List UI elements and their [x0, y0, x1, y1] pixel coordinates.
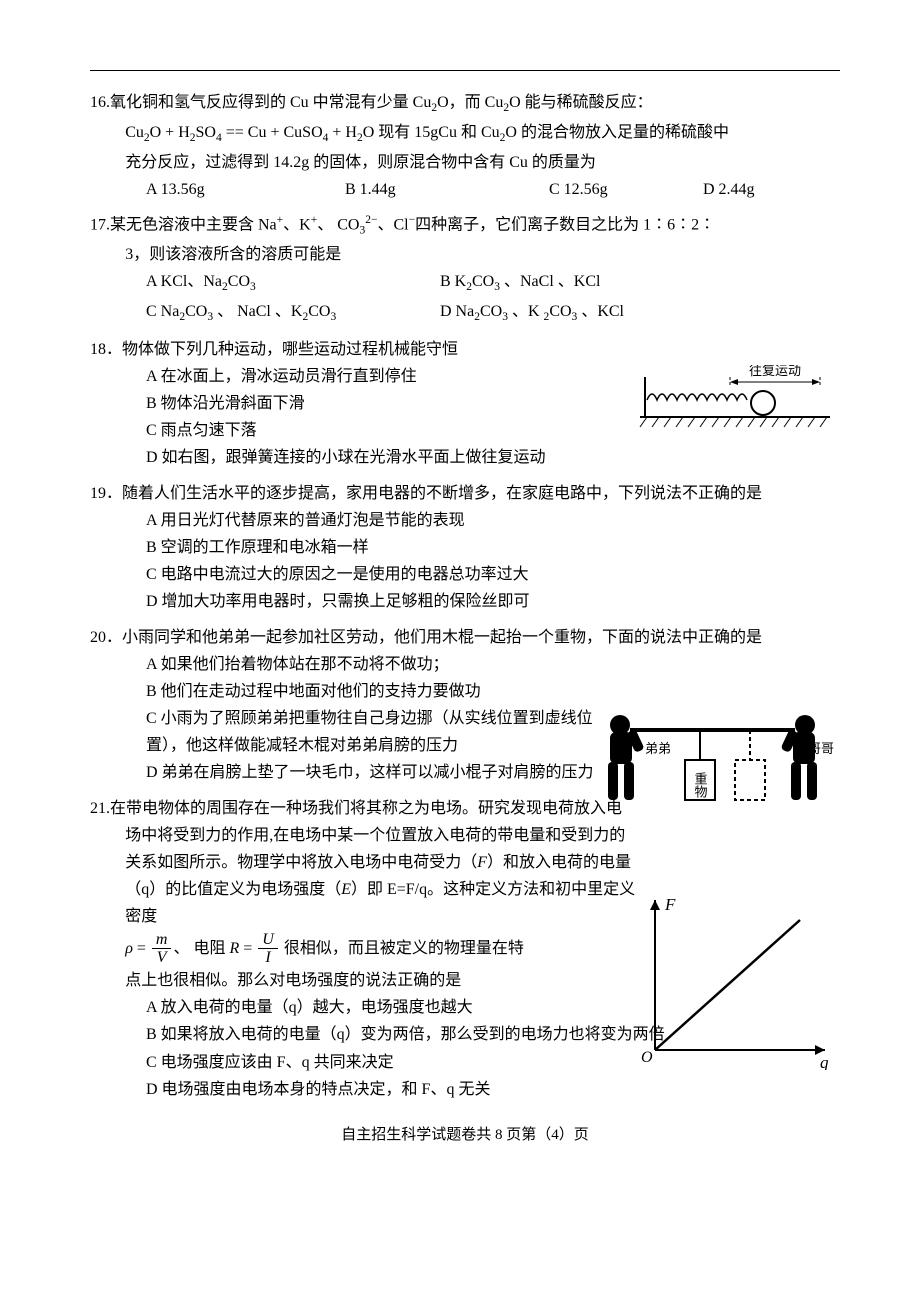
q16-opt-c: C 12.56g — [549, 176, 699, 203]
frac-R: UI — [258, 931, 278, 967]
q16-equation: Cu2O + H2SO4 == Cu + CuSO4 + H2O 现有 15gC… — [90, 119, 840, 149]
q20-opt-c: C 小雨为了照顾弟弟把重物往自己身边挪（从实线位置到虚线位置），他这样做能减轻木… — [90, 705, 616, 759]
carry-left-label: 弟弟 — [645, 741, 671, 756]
q17-options-row2: C Na2CO3 、 NaCl 、K2CO3 D Na2CO3 、K 2CO3 … — [90, 298, 840, 328]
carry-right-label: 哥哥 — [808, 741, 834, 756]
q19-num: 19． — [90, 485, 122, 502]
q18-opt-d: D 如右图，跟弹簧连接的小球在光滑水平面上做往复运动 — [90, 444, 840, 471]
question-16: 16.氧化铜和氢气反应得到的 Cu 中常混有少量 Cu2O，而 Cu2O 能与稀… — [90, 89, 840, 203]
figure-graph: F q O — [625, 890, 835, 1070]
figure-spring: 往复运动 — [635, 365, 835, 435]
q19-opt-b: B 空调的工作原理和电冰箱一样 — [90, 534, 840, 561]
q17-num: 17. — [90, 216, 110, 233]
exam-page: 16.氧化铜和氢气反应得到的 Cu 中常混有少量 Cu2O，而 Cu2O 能与稀… — [0, 0, 920, 1184]
frac-rho: mV — [152, 931, 172, 967]
graph-q-label: q — [820, 1053, 829, 1070]
q17-options-row1: A KCl、Na2CO3 B K2CO3 、NaCl 、KCl — [90, 268, 840, 298]
graph-F-label: F — [664, 895, 676, 914]
q17-opt-a: A KCl、Na2CO3 — [146, 268, 436, 298]
q16-num: 16. — [90, 94, 110, 111]
top-rule — [90, 70, 840, 71]
q16-opt-d: D 2.44g — [703, 176, 755, 203]
q20-stem: 20．小雨同学和他弟弟一起参加社区劳动，他们用木棍一起抬一个重物，下面的说法中正… — [90, 624, 840, 651]
q16-line3: 充分反应，过滤得到 14.2g 的固体，则原混合物中含有 Cu 的质量为 — [90, 149, 840, 176]
q21-opt-d: D 电场强度由电场本身的特点决定，和 F、q 无关 — [90, 1076, 840, 1103]
q21-stem: 21.在带电物体的周围存在一种场我们将其称之为电场。研究发现电荷放入电场中将受到… — [90, 795, 635, 931]
page-footer: 自主招生科学试题卷共 8 页第（4）页 — [90, 1123, 840, 1144]
q17-line2: 3，则该溶液所含的溶质可能是 — [90, 241, 840, 268]
q19-opt-c: C 电路中电流过大的原因之一是使用的电器总功率过大 — [90, 561, 840, 588]
q21-num: 21. — [90, 800, 110, 817]
question-19: 19．随着人们生活水平的逐步提高，家用电器的不断增多，在家庭电路中，下列说法不正… — [90, 480, 840, 616]
q17-opt-d: D Na2CO3 、K 2CO3 、KCl — [440, 298, 624, 328]
spring-label: 往复运动 — [749, 365, 801, 378]
q17-opt-b: B K2CO3 、NaCl 、KCl — [440, 268, 600, 298]
q20-opt-a: A 如果他们抬着物体站在那不动将不做功； — [90, 651, 616, 678]
q16-opt-b: B 1.44g — [345, 176, 545, 203]
q17-opt-c: C Na2CO3 、 NaCl 、K2CO3 — [146, 298, 436, 328]
q17-stem: 17.某无色溶液中主要含 Na+、K+、 CO32−、Cl−四种离子，它们离子数… — [90, 211, 840, 241]
q20-num: 20． — [90, 629, 122, 646]
question-17: 17.某无色溶液中主要含 Na+、K+、 CO32−、Cl−四种离子，它们离子数… — [90, 211, 840, 328]
q19-opt-d: D 增加大功率用电器时，只需换上足够粗的保险丝即可 — [90, 588, 840, 615]
q19-opt-a: A 用日光灯代替原来的普通灯泡是节能的表现 — [90, 507, 840, 534]
q16-opt-a: A 13.56g — [146, 176, 341, 203]
q18-num: 18． — [90, 341, 122, 358]
q21-formula-line: ρ = mV、 电阻 R = UI 很相似，而且被定义的物理量在特 — [90, 931, 635, 967]
q19-stem: 19．随着人们生活水平的逐步提高，家用电器的不断增多，在家庭电路中，下列说法不正… — [90, 480, 840, 507]
figure-carry: 重物 弟弟 哥哥 — [590, 700, 835, 830]
carry-weight-label: 重物 — [693, 771, 708, 799]
q16-stem: 16.氧化铜和氢气反应得到的 Cu 中常混有少量 Cu2O，而 Cu2O 能与稀… — [90, 89, 840, 119]
q16-options: A 13.56g B 1.44g C 12.56g D 2.44g — [90, 176, 840, 203]
q20-opt-d: D 弟弟在肩膀上垫了一块毛巾，这样可以减小棍子对肩膀的压力 — [90, 759, 616, 786]
graph-O-label: O — [641, 1049, 653, 1066]
q18-stem: 18．物体做下列几种运动，哪些运动过程机械能守恒 — [90, 336, 840, 363]
q20-opt-b: B 他们在走动过程中地面对他们的支持力要做功 — [90, 678, 616, 705]
